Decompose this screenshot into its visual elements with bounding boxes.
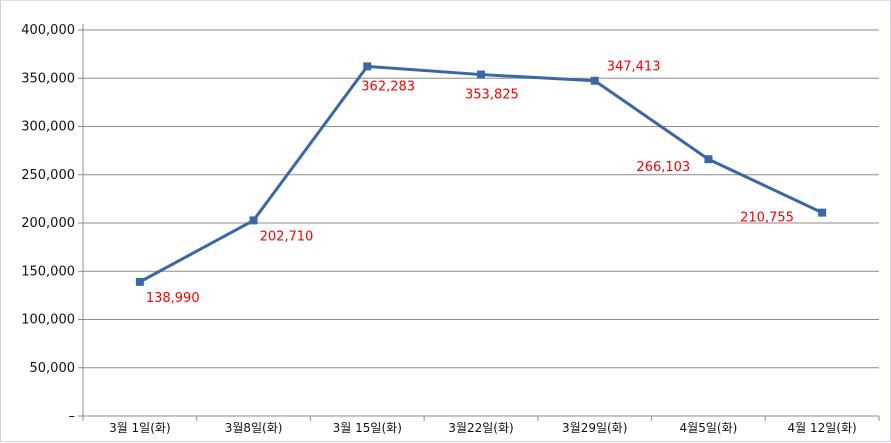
- y-axis-tick-label: 350,000: [21, 71, 75, 86]
- y-axis-tick-label: 400,000: [21, 23, 75, 38]
- data-point-marker: [818, 208, 827, 217]
- y-axis-tick-label: 100,000: [21, 313, 75, 328]
- data-point-marker: [590, 76, 599, 85]
- x-axis-tick-label: 3월22일(화): [448, 421, 513, 435]
- x-axis-tick-label: 3월 1일(화): [109, 421, 171, 435]
- data-point-marker: [477, 70, 485, 79]
- data-label: 347,413: [607, 60, 661, 75]
- x-axis-tick-label: 3월29일(화): [562, 421, 627, 435]
- x-axis-tick-label: 4월5일(화): [680, 421, 738, 435]
- data-label: 266,103: [636, 160, 690, 175]
- y-axis-tick-label: 250,000: [21, 168, 75, 183]
- data-point-markers: [135, 62, 827, 286]
- data-label: 353,825: [465, 88, 519, 103]
- y-axis-tick-label: 300,000: [21, 120, 75, 135]
- data-point-marker: [704, 155, 713, 164]
- y-axis-tick-label: –: [69, 409, 76, 424]
- data-point-marker: [363, 62, 372, 71]
- y-axis-tick-label: 200,000: [21, 216, 75, 231]
- x-axis-tick-label: 4월 12일(화): [788, 421, 857, 435]
- y-axis-tick-labels: – 50,000 100,000 150,000 200,000 250,000 300,0…: [21, 23, 75, 424]
- axes: [78, 24, 880, 421]
- data-point-marker: [249, 216, 258, 225]
- data-point-marker: [135, 277, 144, 286]
- y-axis-tick-label: 50,000: [30, 361, 76, 376]
- data-label: 138,990: [146, 291, 200, 306]
- x-axis-tick-label: 3월 15일(화): [333, 421, 402, 435]
- x-axis-tick-label: 3월8일(화): [225, 421, 283, 435]
- data-labels: 138,990 202,710 362,283 353,825 347,413 266,1…: [146, 60, 794, 306]
- gridlines: [83, 29, 879, 369]
- data-label: 202,710: [260, 229, 314, 244]
- x-axis-tick-labels: 3월 1일(화) 3월8일(화) 3월 15일(화) 3월22일(화) 3월29일(화)…: [109, 421, 857, 435]
- y-axis-tick-label: 150,000: [21, 264, 75, 279]
- data-label: 362,283: [361, 79, 415, 94]
- data-label: 210,755: [740, 211, 794, 226]
